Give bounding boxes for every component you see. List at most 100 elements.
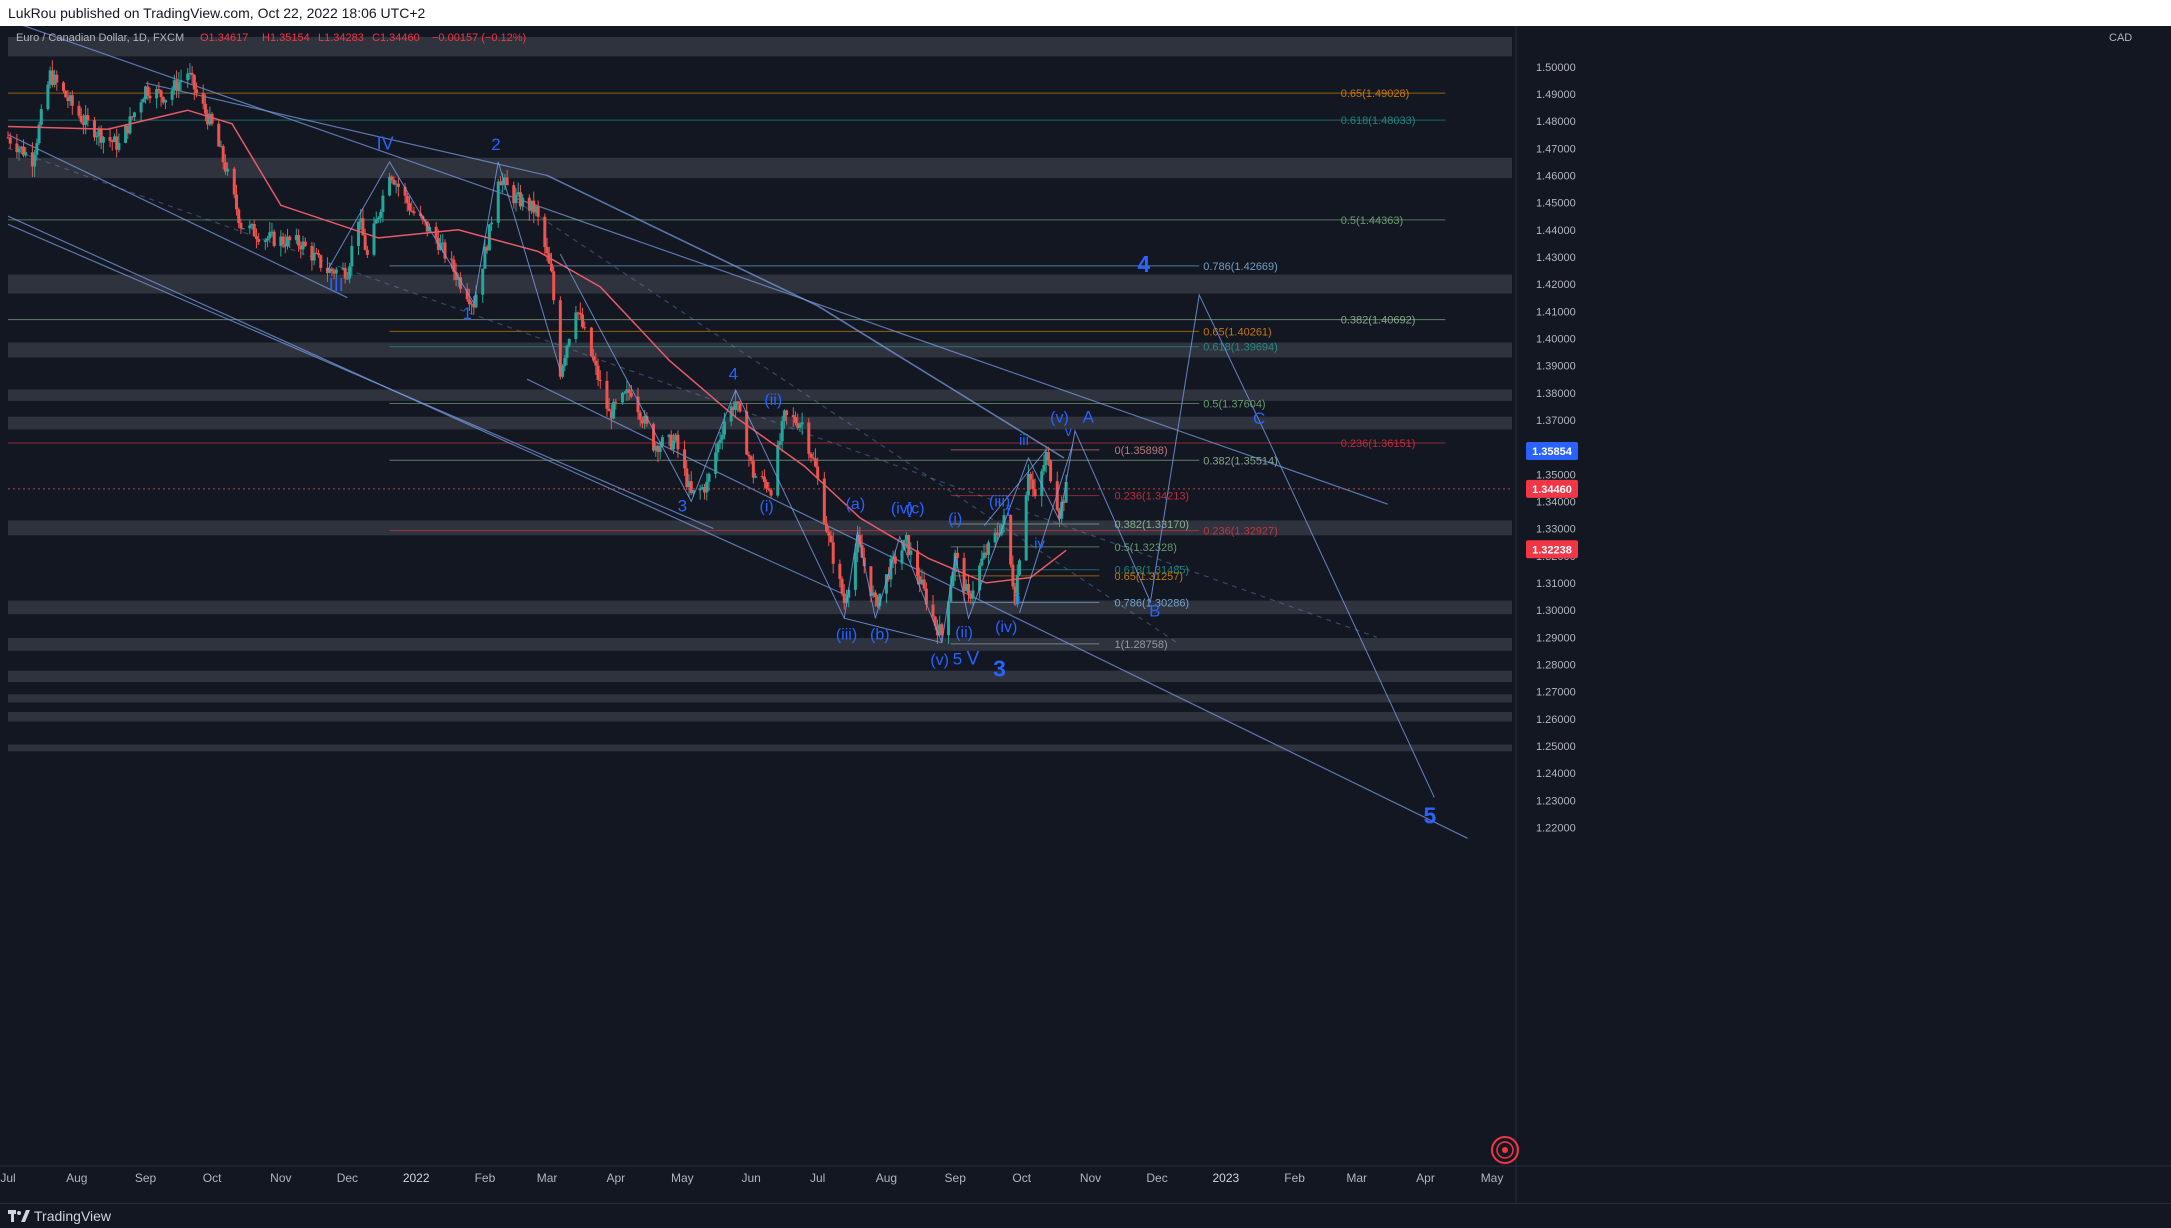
candle-body [108, 136, 112, 141]
candle-body [139, 102, 143, 113]
candle-body [594, 360, 598, 366]
candle-body [620, 392, 624, 403]
candle-body [543, 216, 547, 247]
candle-body [738, 403, 742, 412]
candle-body [456, 277, 460, 280]
x-tick-label: Jul [810, 1171, 825, 1185]
candle-body [112, 136, 116, 142]
candle-body [272, 231, 276, 247]
candle-body [583, 327, 587, 329]
wave-label: (iii) [989, 493, 1010, 510]
candle-body [396, 183, 400, 187]
candle-body [829, 535, 833, 543]
fib-label: 0.618(1.39694) [1203, 342, 1278, 354]
candle-body [226, 168, 230, 172]
chart-area[interactable]: 0.65(1.49028) 0.618(1.48033) 0.5(1.44363) 0… [0, 22, 2171, 1203]
candle-body [490, 222, 494, 225]
candle-body [822, 478, 826, 524]
wave-path [843, 531, 943, 643]
candle-body [707, 473, 711, 482]
candle-body [234, 194, 238, 210]
candle-body [217, 123, 221, 147]
zone-band [8, 157, 1512, 179]
candle-body [388, 176, 392, 196]
candle-body [474, 294, 478, 308]
ohlc-close: C1.34460 [372, 32, 420, 44]
wave-path [983, 449, 1047, 527]
candle-body [1042, 464, 1046, 472]
candle-body [565, 345, 569, 358]
candle-body [330, 268, 334, 272]
zone-band [8, 670, 1512, 683]
candle-body [157, 89, 161, 91]
fib-label: 0.5(1.44363) [1341, 215, 1403, 227]
candle-body [48, 70, 52, 85]
candle-body [969, 593, 973, 599]
ohlc-high: H1.35154 [262, 32, 310, 44]
time-axis[interactable]: Jul Aug Sep Oct Nov Dec 2022 Feb Mar Apr May Jun Jul… [0, 1165, 2171, 1185]
candle-body [483, 246, 487, 269]
candle-body [596, 365, 600, 380]
x-tick-label: Mar [1346, 1171, 1367, 1185]
candle-body [425, 221, 429, 232]
price-axis[interactable]: 1.50000 1.49000 1.48000 1.47000 1.46000 1.450… [1515, 26, 1578, 1203]
candle-body [17, 148, 21, 153]
candle-body [765, 482, 769, 489]
candle-body [984, 552, 988, 555]
candle-body [279, 236, 283, 247]
wave-label: 3 [993, 656, 1006, 682]
candle-body [785, 410, 789, 416]
y-tick-label: 1.30000 [1536, 605, 1576, 617]
candle-body [627, 389, 631, 393]
candle-body [250, 223, 254, 226]
y-tick-label: 1.48000 [1536, 116, 1576, 128]
candle-body [332, 271, 336, 274]
candle-body [674, 434, 678, 441]
y-tick-label: 1.45000 [1536, 198, 1576, 210]
candle-body [536, 206, 540, 217]
y-tick-label: 1.22000 [1536, 822, 1576, 834]
y-tick-label: 1.29000 [1536, 632, 1576, 644]
y-tick-label: 1.33000 [1536, 524, 1576, 536]
candle-body [241, 228, 245, 230]
candle-body [61, 82, 65, 91]
candle-body [1033, 489, 1037, 497]
candle-body [614, 401, 618, 403]
candle-body [485, 246, 489, 251]
candle-body [487, 224, 491, 251]
y-tick-label: 1.46000 [1536, 170, 1576, 182]
candle-body [195, 89, 199, 94]
candle-body [745, 411, 749, 455]
y-tick-label: 1.50000 [1536, 62, 1576, 74]
wave-label: i [1007, 503, 1010, 520]
y-tick-label: 1.47000 [1536, 143, 1576, 155]
y-tick-label: 1.43000 [1536, 252, 1576, 264]
fib-label: 0.65(1.40261) [1203, 326, 1272, 338]
candle-body [578, 312, 582, 315]
candle-body [796, 423, 800, 428]
wave-label: 4 [729, 365, 738, 384]
candle-body [188, 72, 192, 74]
fib-label: 0.618(1.31485) [1114, 565, 1189, 577]
y-tick-label: 1.28000 [1536, 659, 1576, 671]
trend-line [145, 82, 548, 177]
candle-body [840, 578, 844, 594]
candle-body [889, 558, 893, 580]
x-tick-label: Jul [0, 1171, 15, 1185]
candle-body [1064, 481, 1068, 503]
candle-body [986, 542, 990, 555]
candle-body [170, 90, 174, 100]
candle-body [964, 584, 968, 592]
candle-body [206, 113, 210, 125]
chart-svg[interactable]: 0.65(1.49028) 0.618(1.48033) 0.5(1.44363) 0… [0, 22, 2171, 1203]
wave-label: V [967, 648, 980, 669]
candle-body [22, 146, 26, 156]
candle-body [1002, 515, 1006, 525]
candle-body [130, 116, 134, 118]
candle-body [703, 487, 707, 493]
zone-band [8, 638, 1512, 651]
wave-label: (iv) [891, 501, 913, 518]
candle-body [982, 552, 986, 559]
y-tick-label: 1.37000 [1536, 415, 1576, 427]
